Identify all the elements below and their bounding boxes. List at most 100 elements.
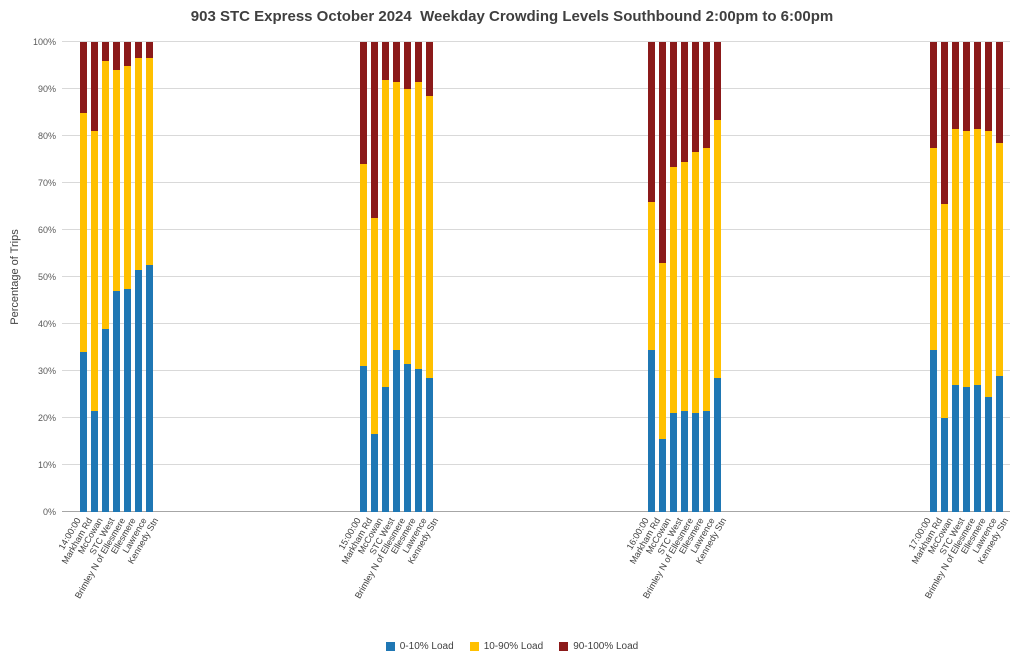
bar-segment: [974, 128, 981, 386]
bar-segment: [681, 410, 688, 512]
bar-segment: [382, 387, 389, 512]
bar-segment: [360, 42, 367, 165]
gridline: [62, 276, 1010, 277]
bar-segment: [80, 112, 87, 353]
bar-segment: [393, 81, 400, 350]
stacked-bar: [703, 42, 710, 512]
bar-segment: [135, 269, 142, 512]
stacked-bar: [930, 42, 937, 512]
y-tick-label: 90%: [37, 84, 56, 94]
gridline: [62, 229, 1010, 230]
bar-segment: [371, 218, 378, 435]
legend-item: 10-90% Load: [469, 641, 544, 652]
stacked-bar: [102, 42, 109, 512]
legend-label: 90-100% Load: [573, 641, 639, 652]
stacked-bar: [382, 42, 389, 512]
bar-segment: [146, 42, 153, 59]
legend-item: 0-10% Load: [385, 641, 454, 652]
stacked-bar: [963, 42, 970, 512]
bar-segment: [404, 42, 411, 90]
bar-segment: [415, 368, 422, 512]
y-tick-label: 30%: [37, 366, 56, 376]
bar-segment: [371, 434, 378, 512]
stacked-bar: [91, 42, 98, 512]
bar-segment: [113, 291, 120, 512]
stacked-bar: [941, 42, 948, 512]
y-tick-label: 80%: [37, 131, 56, 141]
bar-segment: [415, 81, 422, 369]
bar-segment: [146, 58, 153, 266]
legend-swatch: [385, 642, 395, 651]
legend-label: 10-90% Load: [483, 641, 544, 652]
stacked-bar: [80, 42, 87, 512]
y-tick-label: 70%: [37, 178, 56, 188]
gridline: [62, 41, 1010, 42]
bar-segment: [692, 413, 699, 512]
bar-segment: [963, 42, 970, 132]
bar-segment: [393, 349, 400, 512]
bar-segment: [930, 147, 937, 350]
bar-segment: [941, 418, 948, 512]
bar-segment: [963, 131, 970, 388]
bar-segment: [670, 166, 677, 414]
bar-segment: [80, 42, 87, 113]
bar-segment: [102, 328, 109, 512]
bar-segment: [135, 42, 142, 59]
legend: 0-10% Load 10-90% Load 90-100% Load: [0, 641, 1024, 652]
stacked-bar: [426, 42, 433, 512]
stacked-bar: [124, 42, 131, 512]
stacked-bar: [692, 42, 699, 512]
chart-title: 903 STC Express October 2024 Weekday Cro…: [190, 8, 834, 25]
y-tick-label: 10%: [37, 460, 56, 470]
bar-segment: [135, 58, 142, 270]
bar-segment: [146, 265, 153, 512]
bar-segment: [382, 42, 389, 80]
bar-segment: [426, 42, 433, 97]
bar-segment: [360, 164, 367, 367]
bar-segment: [963, 387, 970, 512]
bar-segment: [681, 42, 688, 162]
stacked-bar: [393, 42, 400, 512]
bar-segment: [648, 349, 655, 512]
legend-item: 90-100% Load: [559, 641, 638, 652]
stacked-bar: [659, 42, 666, 512]
y-tick-label: 20%: [37, 413, 56, 423]
bar-segment: [996, 375, 1003, 512]
legend-swatch: [559, 642, 569, 651]
stacked-bar: [360, 42, 367, 512]
bar-segment: [102, 60, 109, 329]
legend-swatch: [469, 642, 479, 651]
stacked-bar: [985, 42, 992, 512]
bar-segment: [985, 42, 992, 132]
bar-segment: [692, 42, 699, 153]
stacked-bar: [648, 42, 655, 512]
bar-segment: [393, 42, 400, 82]
bar-segment: [670, 42, 677, 167]
gridline: [62, 417, 1010, 418]
stacked-bar: [404, 42, 411, 512]
gridline: [62, 135, 1010, 136]
stacked-bar: [135, 42, 142, 512]
y-tick-label: 100%: [32, 37, 56, 47]
bar-segment: [930, 42, 937, 148]
bar-segment: [930, 349, 937, 512]
legend-label: 0-10% Load: [399, 641, 454, 652]
bar-segment: [714, 119, 721, 379]
gridline: [62, 323, 1010, 324]
bar-segment: [703, 410, 710, 512]
bar-segment: [415, 42, 422, 82]
bar-segment: [985, 131, 992, 397]
bar-segment: [714, 42, 721, 120]
bar-segment: [985, 396, 992, 512]
bar-segment: [941, 204, 948, 418]
bar-segment: [941, 42, 948, 205]
stacked-bar: [371, 42, 378, 512]
bar-segment: [670, 413, 677, 512]
bar-segment: [952, 385, 959, 512]
gridline: [62, 88, 1010, 89]
gridline: [62, 370, 1010, 371]
bar-segment: [371, 42, 378, 219]
bar-segment: [692, 152, 699, 414]
gridline: [62, 511, 1010, 512]
bar-segment: [382, 79, 389, 388]
